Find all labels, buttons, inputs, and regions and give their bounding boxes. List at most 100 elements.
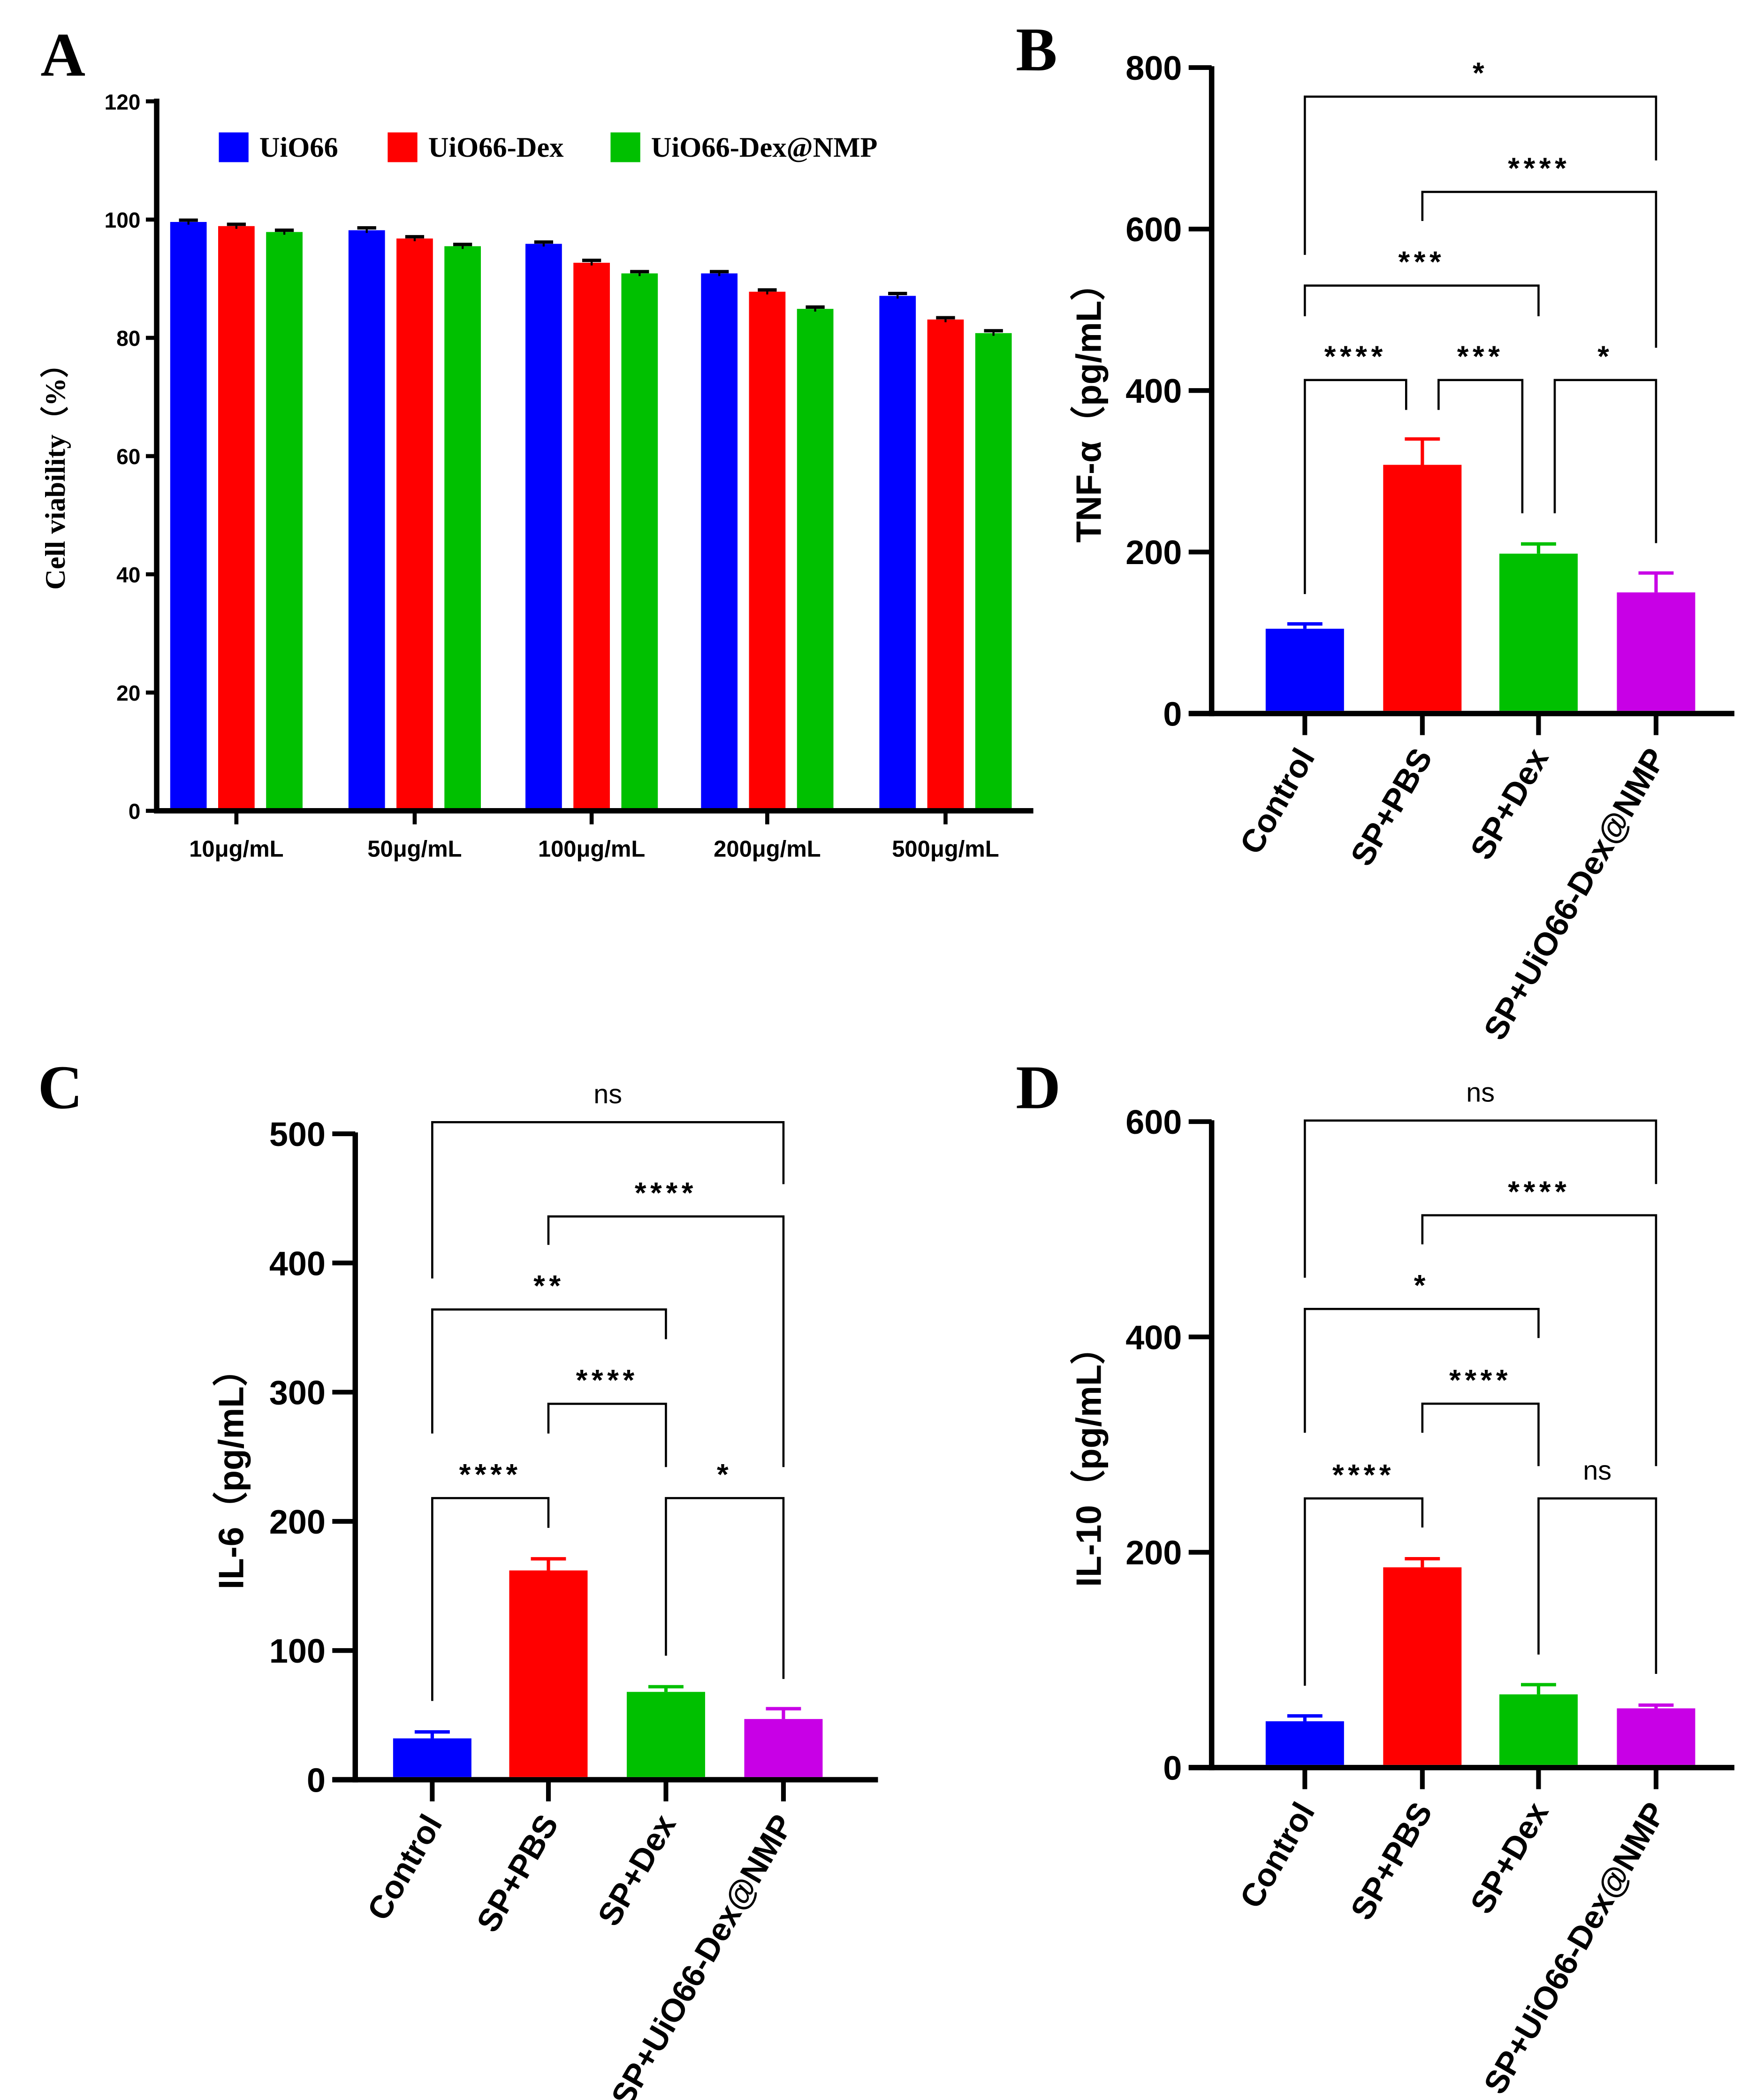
bar [1383, 1567, 1462, 1765]
panel-d-il10-chart: D 0 200 400 600 IL-10（pg/mL） Control SP+PBS SP+D… [1016, 1053, 1734, 2100]
legend-label: UiO66-Dex [428, 132, 564, 163]
bar-uio66-dex [573, 262, 610, 809]
bar-uio66-dex-nmp [975, 333, 1012, 809]
bar [626, 1692, 705, 1777]
y-tick-label: 600 [1125, 1104, 1182, 1141]
panel-letter: D [1016, 1053, 1061, 1122]
legend-swatch [219, 132, 249, 162]
x-tick-label: 500μg/mL [892, 837, 999, 862]
significance-label: ns [1466, 1078, 1495, 1108]
y-axis-label: IL-6（pg/mL） [211, 1351, 251, 1589]
bar-uio66 [348, 230, 385, 809]
significance-bracket [1304, 95, 1657, 255]
y-tick-label: 400 [1125, 1319, 1182, 1357]
legend-label: UiO66 [259, 132, 338, 163]
legend-swatch [388, 132, 418, 162]
significance-bracket [1537, 1497, 1657, 1674]
significance-label: **** [1324, 340, 1387, 373]
bar-uio66 [170, 221, 207, 809]
bar-uio66-dex-nmp [266, 232, 303, 809]
x-tick-label: SP+PBS [469, 1808, 565, 1938]
significance-label: * [1473, 57, 1488, 90]
bar-uio66 [525, 244, 562, 809]
significance-label: ns [593, 1079, 622, 1109]
x-tick-label: SP+Dex [1463, 742, 1555, 866]
significance-label: **** [1508, 1176, 1570, 1208]
bar [1499, 1694, 1578, 1765]
significance-label: *** [1398, 246, 1445, 279]
bar-uio66 [879, 296, 916, 809]
y-tick-label: 100 [269, 1633, 326, 1670]
significance-label: **** [459, 1459, 522, 1491]
significance-bracket [1304, 284, 1540, 316]
bar [1499, 553, 1578, 711]
bar [744, 1719, 823, 1777]
panel-letter: B [1016, 15, 1057, 84]
bar [1617, 592, 1695, 711]
significance-bracket [1421, 1214, 1657, 1466]
bar [1383, 465, 1462, 711]
x-tick-label: SP+PBS [1343, 1796, 1439, 1926]
significance-label: *** [1457, 340, 1504, 373]
significance-label: **** [1449, 1364, 1512, 1397]
significance-bracket [1421, 191, 1657, 348]
significance-label: * [1597, 340, 1613, 373]
significance-bracket [1437, 379, 1524, 513]
y-tick-label: 0 [307, 1762, 326, 1799]
bar [1265, 628, 1344, 711]
y-tick-label: 200 [1125, 534, 1182, 572]
y-tick-label: 200 [269, 1504, 326, 1541]
y-axis-label: IL-10（pg/mL） [1069, 1329, 1109, 1587]
panel-letter: C [38, 1053, 83, 1122]
x-tick-label: 50μg/mL [367, 837, 462, 862]
y-tick-label: 600 [1125, 211, 1182, 249]
bar [1265, 1721, 1344, 1765]
x-tick-label: 200μg/mL [714, 837, 821, 862]
significance-bracket [665, 1497, 785, 1679]
significance-bracket [1304, 1119, 1657, 1278]
significance-label: * [717, 1459, 732, 1491]
x-tick-label: Control [1232, 742, 1322, 860]
significance-label: ** [533, 1270, 565, 1303]
x-tick-label: Control [360, 1808, 449, 1926]
significance-bracket [547, 1403, 667, 1467]
bar-uio66-dex-nmp [444, 246, 481, 809]
panel-a-cell-viability-chart: A 0 20 40 60 80 100 120 Cell viability（%） 10μg/mL… [39, 20, 1034, 862]
significance-bracket [1304, 379, 1407, 594]
y-tick-label: 400 [1125, 373, 1182, 410]
bar [509, 1570, 588, 1777]
bar-uio66-dex [396, 238, 433, 809]
y-tick-label: 40 [116, 563, 140, 587]
significance-label: ns [1583, 1456, 1612, 1486]
significance-bracket [1304, 1307, 1540, 1433]
bar-uio66-dex-nmp [621, 273, 658, 809]
x-tick-label: SP+Dex [590, 1808, 683, 1932]
significance-bracket [1421, 1402, 1540, 1466]
y-axis-label: Cell viability（%） [39, 350, 71, 590]
y-tick-label: 60 [116, 444, 140, 469]
significance-label: **** [1332, 1459, 1395, 1491]
significance-label: * [1414, 1269, 1429, 1302]
significance-bracket [431, 1308, 667, 1434]
x-tick-label: Control [1232, 1796, 1322, 1914]
bar [393, 1738, 471, 1777]
y-axis-label: TNF-α（pg/mL） [1069, 266, 1109, 543]
significance-label: **** [635, 1176, 697, 1209]
panel-b-tnf-alpha-chart: B 0 200 400 600 800 TNF-α（pg/mL） Control SP+PBS S… [1016, 15, 1734, 1046]
x-tick-label: 100μg/mL [538, 837, 645, 862]
bar-uio66-dex [749, 291, 786, 809]
y-tick-label: 300 [269, 1375, 326, 1412]
significance-bracket [547, 1215, 785, 1467]
y-tick-label: 200 [1125, 1535, 1182, 1572]
x-tick-label: 10μg/mL [189, 837, 283, 862]
panel-c-il6-chart: C 0 100 200 300 400 500 IL-6（pg/mL） Control SP+PB… [38, 1053, 878, 2100]
bar-uio66 [701, 273, 738, 809]
bar-uio66-dex [218, 226, 255, 809]
bar-uio66-dex [927, 319, 964, 809]
y-tick-label: 500 [269, 1116, 326, 1153]
y-tick-label: 100 [105, 208, 141, 232]
significance-bracket [1304, 1497, 1424, 1686]
significance-bracket [1553, 379, 1657, 543]
y-tick-label: 0 [1163, 695, 1182, 733]
